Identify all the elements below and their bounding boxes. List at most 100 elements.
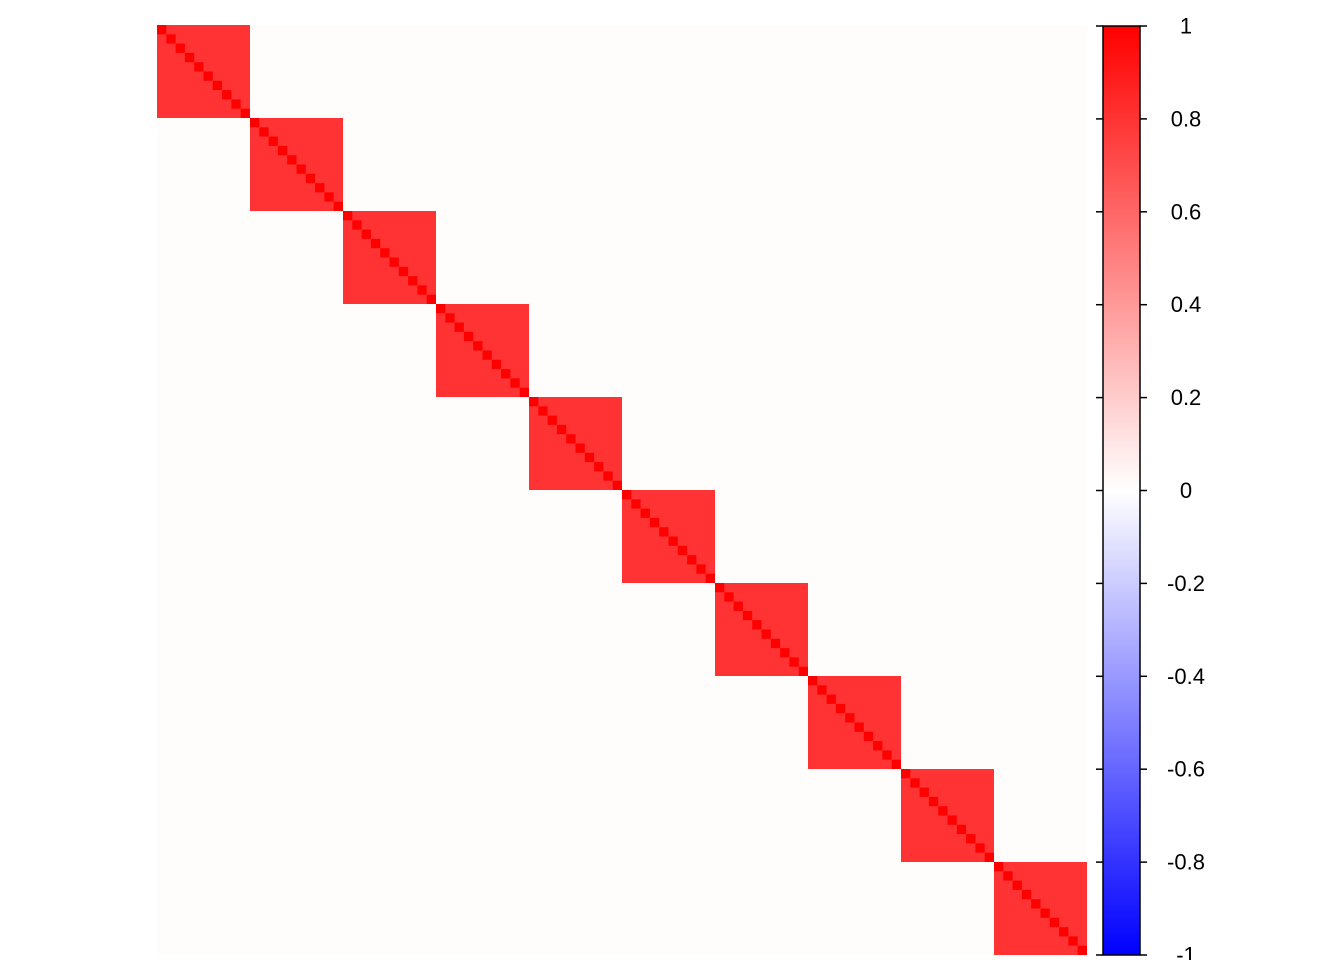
heatmap-diagonal-cell: [677, 545, 688, 556]
heatmap-diagonal-cell: [1049, 917, 1060, 928]
heatmap-diagonal-cell: [1068, 936, 1078, 946]
heatmap-diagonal-cell: [910, 778, 920, 788]
heatmap-diagonal-cell: [194, 62, 204, 72]
heatmap-diagonal-cell: [789, 657, 799, 667]
heatmap-diagonal-cell: [315, 183, 325, 193]
heatmap-diagonal-cell: [715, 583, 725, 593]
heatmap-diagonal-cell: [984, 852, 994, 862]
heatmap-diagonal-cell: [175, 43, 185, 53]
heatmap-diagonal-cell: [687, 555, 697, 565]
heatmap-diagonal-cell: [566, 434, 576, 444]
heatmap-diagonal-cell: [482, 350, 492, 360]
colorbar-tick-label: -0.6: [1167, 757, 1205, 782]
heatmap-diagonal-cell: [473, 341, 483, 351]
heatmap-diagonal-cell: [733, 601, 743, 611]
heatmap-diagonal-cell: [780, 648, 790, 658]
heatmap-diagonal-cell: [956, 824, 967, 835]
heatmap-diagonal-cell: [426, 294, 436, 304]
heatmap-diagonal-cell: [305, 173, 316, 184]
colorbar-tick-label: -0.8: [1167, 850, 1205, 875]
colorbar-tick-label: 0.6: [1171, 199, 1202, 224]
heatmap-diagonal-cell: [268, 136, 278, 146]
heatmap-diagonal-cell: [659, 527, 669, 537]
heatmap-diagonal-cell: [612, 480, 622, 490]
heatmap-diagonal-cell: [975, 843, 985, 853]
heatmap-diagonal-cell: [463, 331, 474, 342]
heatmap-diagonal-cell: [994, 862, 1004, 872]
heatmap-diagonal-cell: [631, 499, 641, 509]
colorbar-tick-label: -1: [1176, 943, 1196, 960]
heatmap-diagonal-cell: [380, 248, 390, 258]
heatmap-diagonal-cell: [649, 517, 660, 528]
heatmap-diagonal-cell: [212, 80, 223, 91]
heatmap-diagonal-cell: [296, 164, 306, 174]
heatmap-diagonal-cell: [184, 52, 195, 63]
heatmap-diagonal-cell: [277, 145, 288, 156]
colorbar-tick-label: 0: [1180, 478, 1192, 503]
heatmap-diagonal-cell: [250, 118, 260, 128]
heatmap-diagonal-cell: [873, 741, 883, 751]
colorbar-tick-label: 0.2: [1171, 385, 1202, 410]
heatmap-diagonal-cell: [324, 192, 334, 202]
heatmap-diagonal-cell: [1040, 908, 1050, 918]
heatmap-diagonal-cell: [752, 620, 762, 630]
heatmap-diagonal-cell: [1077, 945, 1087, 955]
heatmap-diagonal-cell: [1021, 889, 1032, 900]
colorbar: 1 0.8 0.6 0.4 0.2 0 -0.2 -0.4 -0.6 -0.8 -1: [1096, 14, 1205, 960]
heatmap-diagonal-cell: [622, 490, 632, 500]
heatmap-diagonal-cell: [798, 666, 808, 676]
heatmap-diagonal-cell: [361, 229, 371, 239]
heatmap-diagonal-cell: [519, 387, 529, 397]
heatmap-diagonal-cell: [436, 304, 446, 314]
heatmap-diagonal-cell: [603, 471, 613, 481]
heatmap-diagonal-cell: [947, 815, 957, 825]
heatmap-diagonal-cell: [203, 71, 213, 81]
heatmap-diagonal-cell: [1003, 871, 1013, 881]
heatmap-diagonal-cell: [343, 211, 353, 221]
heatmap-diagonal-cell: [901, 769, 911, 779]
colorbar-tick-label: 0.4: [1171, 292, 1202, 317]
heatmap-diagonal: [157, 25, 1087, 955]
heatmap-diagonal-cell: [575, 443, 585, 453]
heatmap-diagonal-cell: [705, 573, 715, 583]
heatmap-diagonal-cell: [259, 127, 269, 137]
heatmap-diagonal-cell: [370, 238, 381, 249]
heatmap-diagonal-cell: [761, 629, 771, 639]
heatmap-diagonal-cell: [1031, 899, 1041, 909]
heatmap-diagonal-cell: [352, 220, 362, 230]
heatmap-diagonal-cell: [1059, 927, 1069, 937]
heatmap-diagonal-cell: [891, 759, 901, 769]
heatmap-diagonal-cell: [398, 266, 409, 277]
colorbar-tick-label: 0.8: [1171, 106, 1202, 131]
heatmap-diagonal-cell: [835, 703, 846, 714]
heatmap-diagonal-cell: [1012, 880, 1022, 890]
heatmap-diagonal-cell: [222, 90, 232, 100]
heatmap-diagonal-cell: [742, 610, 753, 621]
heatmap-diagonal-cell: [696, 564, 706, 574]
heatmap-diagonal-cell: [919, 787, 929, 797]
heatmap-diagonal-cell: [724, 592, 734, 602]
heatmap-diagonal-cell: [529, 397, 539, 407]
colorbar-gradient: [1102, 25, 1141, 956]
heatmap-diagonal-cell: [389, 257, 399, 267]
heatmap-diagonal-cell: [928, 796, 939, 807]
heatmap-diagonal-cell: [882, 750, 892, 760]
heatmap-diagonal-cell: [454, 322, 464, 332]
heatmap-diagonal-cell: [845, 713, 855, 723]
heatmap-diagonal-cell: [408, 276, 418, 286]
heatmap-diagonal-cell: [231, 99, 241, 109]
heatmap-diagonal-cell: [817, 685, 827, 695]
heatmap-diagonal-cell: [966, 834, 976, 844]
heatmap-diagonal-cell: [640, 508, 650, 518]
heatmap-diagonal-cell: [808, 676, 818, 686]
heatmap-diagonal-cell: [157, 25, 167, 35]
heatmap-diagonal-cell: [333, 201, 343, 211]
heatmap-diagonal-cell: [556, 424, 567, 435]
heatmap-diagonal-cell: [770, 638, 781, 649]
heatmap-diagonal-cell: [668, 536, 678, 546]
heatmap-diagonal-cell: [854, 722, 864, 732]
heatmap-diagonal-cell: [445, 313, 455, 323]
heatmap-diagonal-cell: [287, 155, 297, 165]
heatmap-diagonal-cell: [826, 694, 836, 704]
